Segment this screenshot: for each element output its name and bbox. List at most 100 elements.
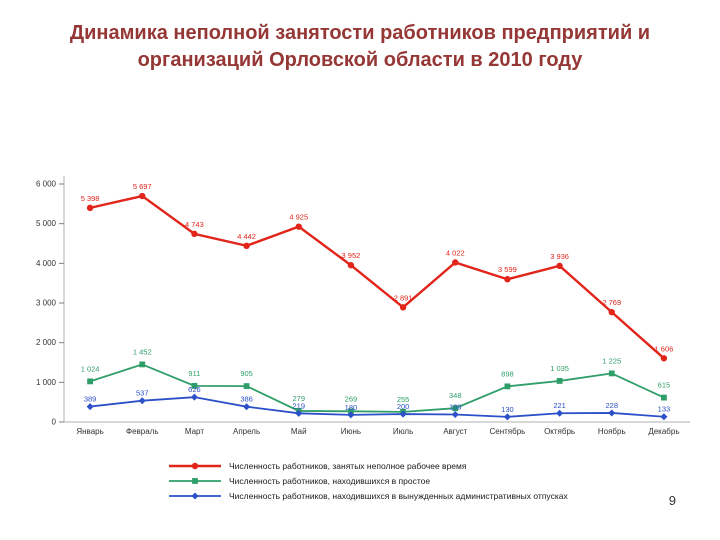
data-point-marker — [608, 409, 616, 417]
x-tick-label: Апрель — [233, 427, 260, 436]
data-point-label: 615 — [658, 381, 671, 390]
x-tick-label: Август — [443, 427, 467, 436]
x-tick-label: Март — [185, 427, 204, 436]
data-point-label: 219 — [292, 401, 305, 410]
data-point-marker — [138, 397, 146, 405]
data-point-label: 898 — [501, 369, 514, 378]
page-number: 9 — [668, 493, 676, 508]
data-point-marker — [191, 382, 198, 389]
data-point-marker — [452, 259, 459, 266]
data-point-marker — [556, 409, 564, 417]
data-point-label: 5 398 — [81, 194, 100, 203]
legend-item-admin-leave: Численность работников, находившихся в в… — [168, 490, 568, 502]
slide-title: Динамика неполной занятости работников п… — [69, 22, 651, 71]
legend-item-idle: Численность работников, находившихся в п… — [168, 475, 568, 487]
x-tick-label: Январь — [76, 427, 103, 436]
data-point-marker — [295, 409, 303, 417]
x-tick-label: Ноябрь — [598, 427, 626, 436]
series-line-0 — [89, 194, 665, 360]
y-tick-label: 1 000 — [36, 378, 57, 387]
data-point-label: 130 — [501, 405, 514, 414]
legend-swatch-part-time — [169, 462, 221, 470]
data-point-marker — [243, 403, 251, 411]
data-point-label: 2 891 — [394, 293, 413, 302]
data-point-marker — [347, 262, 355, 269]
data-point-marker — [661, 394, 667, 401]
data-point-label: 389 — [84, 395, 97, 404]
x-tick-label: Май — [291, 427, 307, 436]
data-point-label: 279 — [292, 394, 305, 403]
data-point-marker — [608, 308, 615, 316]
data-point-label: 626 — [188, 385, 201, 394]
legend-swatch-idle — [169, 478, 221, 484]
data-point-label: 3 936 — [550, 252, 569, 261]
data-point-label: 2 769 — [602, 298, 621, 307]
data-point-label: 255 — [397, 395, 410, 404]
data-point-marker — [660, 355, 668, 362]
data-point-label: 5 697 — [133, 182, 152, 191]
data-point-label: 1 452 — [133, 347, 152, 356]
data-point-marker — [660, 413, 668, 421]
data-point-label: 221 — [553, 401, 566, 410]
data-point-label: 4 022 — [446, 248, 465, 257]
y-tick-label: 4 000 — [36, 259, 57, 268]
data-point-label: 4 925 — [289, 213, 308, 222]
data-point-marker — [556, 262, 563, 270]
data-point-label: 3 952 — [342, 251, 361, 260]
x-tick-label: Июнь — [341, 427, 361, 436]
data-point-label: 189 — [449, 403, 462, 412]
data-point-marker — [504, 383, 511, 390]
legend-label: Численность работников, занятых неполное… — [229, 461, 467, 471]
data-point-label: 1 024 — [81, 364, 100, 373]
data-point-marker — [399, 410, 407, 418]
data-point-label: 911 — [188, 369, 200, 378]
chart-legend: Численность работников, занятых неполное… — [168, 460, 568, 502]
data-point-marker — [348, 408, 354, 415]
series-line-2 — [89, 396, 664, 418]
data-point-marker — [86, 204, 94, 212]
data-point-label: 228 — [605, 401, 618, 410]
legend-label: Численность работников, находившихся в п… — [229, 476, 431, 486]
data-point-marker — [399, 304, 407, 311]
data-point-label: 537 — [136, 389, 149, 398]
data-point-marker — [295, 223, 302, 230]
y-tick-label: 0 — [52, 418, 57, 427]
x-tick-label: Декабрь — [648, 427, 679, 436]
data-point-label: 1 035 — [550, 364, 569, 373]
legend-marker-icon — [192, 478, 198, 484]
data-point-marker — [190, 393, 198, 401]
x-tick-label: Октябрь — [544, 427, 575, 436]
data-point-marker — [139, 192, 146, 200]
data-point-label: 133 — [658, 405, 671, 414]
data-point-marker — [139, 361, 146, 368]
data-point-marker — [347, 411, 355, 419]
y-tick-label: 3 000 — [36, 299, 57, 308]
y-tick-label: 5 000 — [36, 219, 57, 228]
legend-swatch-admin-leave — [169, 492, 221, 500]
data-point-label: 905 — [240, 369, 253, 378]
x-tick-label: Февраль — [126, 427, 159, 436]
series-line-1 — [89, 363, 665, 413]
data-point-marker — [451, 411, 459, 419]
data-point-marker — [191, 230, 198, 238]
data-point-marker — [243, 242, 250, 250]
data-point-label: 348 — [449, 391, 462, 400]
data-point-label: 1 606 — [655, 344, 674, 353]
data-point-label: 4 743 — [185, 220, 204, 229]
employment-line-chart: 0 1 000 2 000 3 000 4 000 5 000 6 000 Январь Фев… — [36, 176, 690, 436]
x-tick-label: Сентябрь — [489, 427, 525, 436]
legend-marker-icon — [191, 462, 199, 470]
data-point-label: 4 442 — [237, 232, 256, 241]
data-point-marker — [86, 403, 94, 411]
y-tick-label: 2 000 — [36, 338, 57, 347]
legend-label: Численность работников, находившихся в в… — [229, 491, 568, 501]
chart-area: 0 1 000 2 000 3 000 4 000 5 000 6 000 Январь Фев… — [14, 168, 706, 448]
data-point-label: 386 — [240, 395, 253, 404]
data-point-label: 200 — [397, 402, 410, 411]
data-point-marker — [452, 405, 459, 412]
legend-item-part-time: Численность работников, занятых неполное… — [168, 460, 568, 472]
data-point-label: 1 225 — [602, 356, 621, 365]
y-tick-label: 6 000 — [36, 180, 57, 189]
data-point-marker — [504, 276, 511, 283]
